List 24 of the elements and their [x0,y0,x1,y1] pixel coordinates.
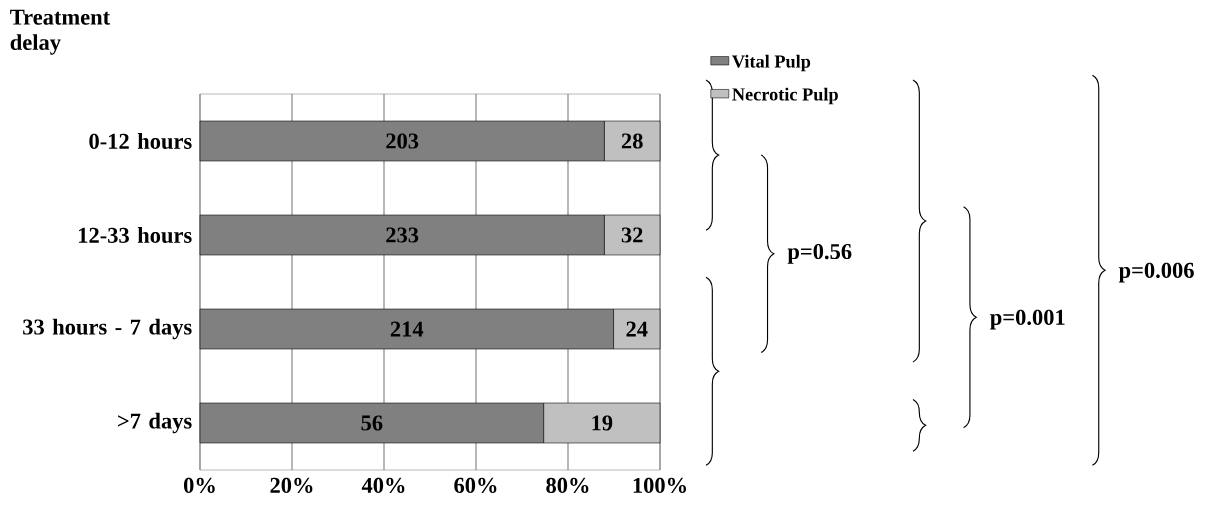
y-tick-label: 0-12 hours [89,133,192,149]
y-tick-label: 12-33 hours [79,227,192,243]
annotation: 56 [361,415,383,431]
text: p=0.006 [1118,262,1194,283]
text: p=0.001 [990,309,1065,330]
annotation: 203 [386,133,419,149]
x-tick-label: 60% [454,477,497,494]
legend-label: Necrotic Pulp [732,87,838,105]
annotation: 24 [626,321,648,337]
annotation: 214 [390,321,424,337]
legend-label: Vital Pulp [732,54,811,72]
x-tick-label: 100% [633,477,686,494]
annotation: 28 [621,133,643,149]
x-tick-label: 40% [361,477,405,494]
annotation: 233 [386,227,419,243]
y-tick-label: 33 hours - 7 days [23,318,192,340]
annotation: 19 [592,415,613,431]
x-tick-label: 0% [183,477,215,494]
text: p=0.56 [787,243,852,264]
x-tick-label: 20% [270,477,313,494]
annotation: 32 [621,227,643,243]
y-tick-label: >7 days [118,412,192,434]
y-axis-title: Treatment delay [10,9,111,55]
x-tick-label: 80% [546,477,589,494]
